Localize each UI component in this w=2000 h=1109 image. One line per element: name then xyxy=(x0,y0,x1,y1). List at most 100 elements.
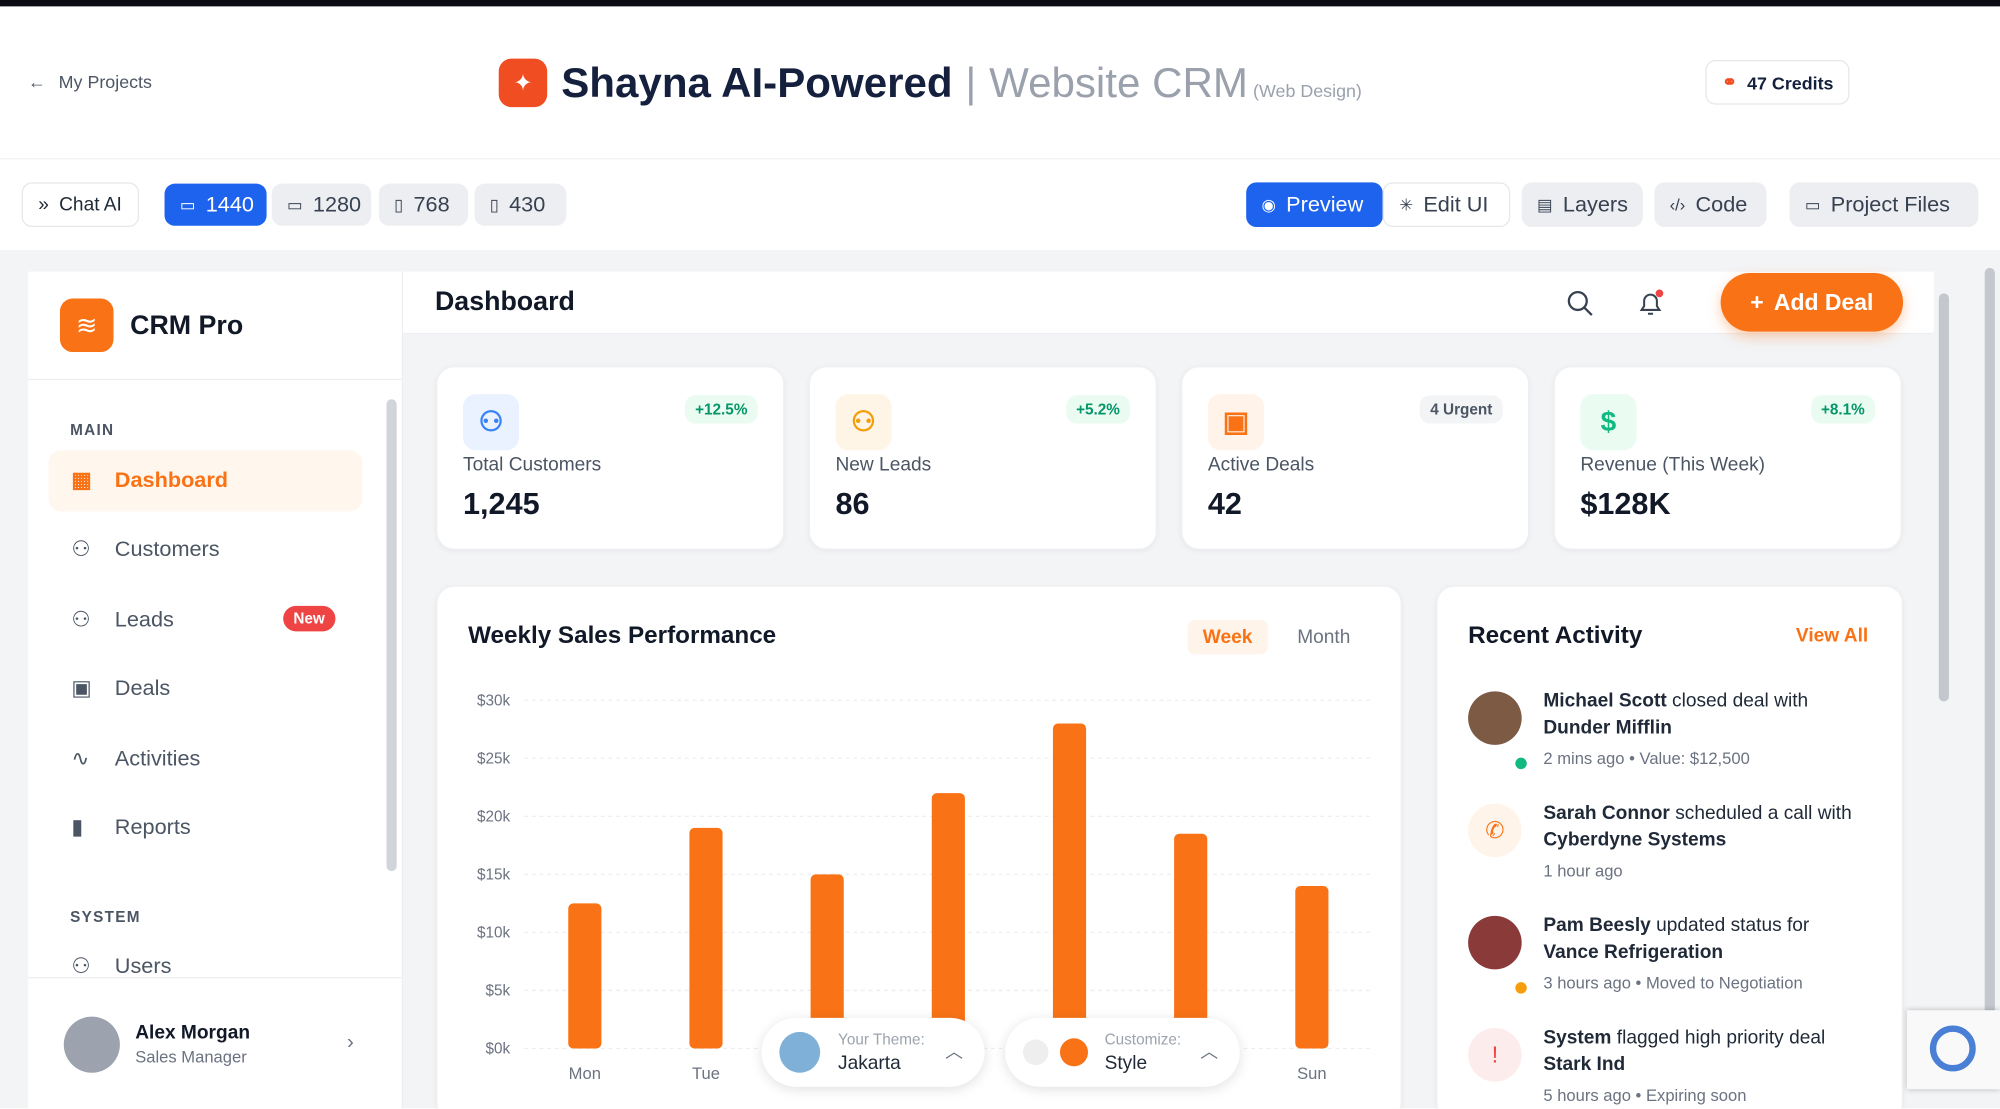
topbar xyxy=(403,271,1934,335)
activity-avatar xyxy=(1468,915,1522,970)
captcha-badge xyxy=(1906,1010,2000,1090)
bar xyxy=(1295,885,1329,1049)
toolbar-action[interactable]: ‹/› Code xyxy=(1654,182,1767,228)
nav-item[interactable]: ▣ Deals xyxy=(48,658,362,719)
nav-item[interactable]: ▦ Dashboard xyxy=(48,450,363,512)
status-dot xyxy=(1515,982,1527,994)
search-icon[interactable] xyxy=(1566,290,1594,318)
stat-card: ▣ 4 Urgent Active Deals 42 xyxy=(1181,366,1530,550)
nav-item[interactable]: ⚇ Customers xyxy=(48,519,362,580)
toolbar-action[interactable]: ▤ Layers xyxy=(1521,182,1643,228)
icon-shape xyxy=(1567,290,1588,312)
sidebar: ≋ CRM Pro Alex Morgan Sales Manager › MA… xyxy=(28,271,404,1109)
page-title: Dashboard xyxy=(434,286,575,317)
toolbar-action[interactable]: ✳ Edit UI xyxy=(1382,182,1511,228)
activity-target: Vance Refrigeration xyxy=(1543,941,1724,964)
stat-label: Total Customers xyxy=(463,454,602,476)
stat-icon: ▣ xyxy=(1207,394,1265,451)
icon-shape xyxy=(1583,306,1593,316)
action-icon: ▭ xyxy=(1804,194,1821,214)
viewport-button[interactable]: ▭ 1440 xyxy=(164,183,267,226)
section-title: SYSTEM xyxy=(70,908,141,927)
nav-text: Users xyxy=(114,954,172,979)
activity-action: updated status for xyxy=(1656,914,1810,937)
credits[interactable]: ⚭ 47 Credits xyxy=(1705,59,1851,105)
stat-label: Revenue (This Week) xyxy=(1580,454,1766,476)
customize-value: Style xyxy=(1104,1052,1148,1074)
nav-item[interactable]: ⚇ Leads New xyxy=(48,589,362,650)
stat-card: $ +8.1% Revenue (This Week) $128K xyxy=(1553,366,1902,550)
theme-widget[interactable]: Your Theme: Jakarta ︿ xyxy=(761,1017,985,1087)
stat-badge: +8.1% xyxy=(1810,395,1875,424)
user-role: Sales Manager xyxy=(135,1047,247,1067)
view-all-link[interactable]: View All xyxy=(1795,624,1869,647)
swatch xyxy=(1059,1038,1089,1067)
viewport-button[interactable]: ▭ 1280 xyxy=(271,183,372,226)
bar xyxy=(568,903,602,1049)
stat-label: New Leads xyxy=(835,454,932,476)
nav-item[interactable]: ⚇ Users xyxy=(48,936,362,997)
viewport-text: 768 xyxy=(413,191,450,217)
action-text: Code xyxy=(1695,191,1748,217)
nav-text: Dashboard xyxy=(114,468,229,493)
user-chevron[interactable]: › xyxy=(346,1031,354,1054)
scrollbar xyxy=(1984,267,1995,1085)
activity-actor: Pam Beesly xyxy=(1543,914,1651,937)
chart-title: Weekly Sales Performance xyxy=(468,622,777,650)
y-tick-label: $25k xyxy=(477,750,511,767)
status-dot xyxy=(1515,757,1527,770)
divider xyxy=(0,158,2000,160)
activity-meta: 3 hours ago • Moved to Negotiation xyxy=(1543,973,1803,993)
activity-action: scheduled a call with xyxy=(1675,802,1852,824)
action-text: Layers xyxy=(1562,191,1628,217)
stat-badge: +12.5% xyxy=(684,395,758,424)
notification-dot xyxy=(1655,289,1664,298)
activity-actor: Sarah Connor xyxy=(1543,802,1670,824)
header-title: Shayna AI-Powered xyxy=(561,58,953,106)
activity-text: Pam Beesly updated status for Vance Refr… xyxy=(1543,912,1862,996)
y-tick-label: $5k xyxy=(486,983,511,1000)
action-text: Edit UI xyxy=(1423,191,1489,217)
tab[interactable]: Week xyxy=(1187,619,1268,655)
viewport-button[interactable]: ▯ 430 xyxy=(474,183,567,226)
toolbar-action[interactable]: ▭ Project Files xyxy=(1789,182,1979,228)
activity-avatar: ✆ xyxy=(1468,803,1522,858)
new-badge: New xyxy=(283,605,336,632)
nav-text: Activities xyxy=(114,746,201,771)
activity-actor: System xyxy=(1543,1026,1612,1049)
toolbar-action[interactable]: ◉ Preview xyxy=(1246,182,1383,228)
action-text: Project Files xyxy=(1830,191,1951,217)
activity-avatar xyxy=(1468,691,1522,745)
activity-meta: 2 mins ago • Value: $12,500 xyxy=(1543,748,1750,768)
customize-widget[interactable]: Customize: Style ︿ xyxy=(1005,1017,1240,1087)
theme-value: Jakarta xyxy=(838,1052,901,1074)
nav-icon: ∿ xyxy=(71,746,90,771)
scrollbar xyxy=(1938,293,1949,702)
y-tick-label: $0k xyxy=(486,1041,511,1058)
nav-icon: ▮ xyxy=(71,815,84,840)
nav-text: Deals xyxy=(114,676,171,701)
bar xyxy=(1174,833,1208,1049)
bell-icon[interactable] xyxy=(1635,288,1666,319)
nav-item[interactable]: ∿ Activities xyxy=(48,728,362,789)
device-icon: ▭ xyxy=(286,194,303,214)
viewport-button[interactable]: ▯ 768 xyxy=(378,183,469,226)
back-link[interactable]: ← My Projects xyxy=(28,71,152,91)
divider xyxy=(28,378,402,381)
chat-ai-button[interactable]: » Chat AI xyxy=(21,182,139,228)
nav-item[interactable]: ▮ Reports xyxy=(48,797,362,858)
chat-icon: » xyxy=(38,193,49,216)
credits-icon: ⚭ xyxy=(1721,71,1737,92)
tab[interactable]: Month xyxy=(1297,626,1351,648)
stat-badge: 4 Urgent xyxy=(1420,395,1503,424)
header-separator: | xyxy=(965,58,977,106)
swatch xyxy=(1022,1039,1049,1066)
activity-action: closed deal with xyxy=(1672,690,1809,712)
bar xyxy=(931,793,965,1049)
action-text: Preview xyxy=(1286,191,1364,217)
nav-icon: ▣ xyxy=(71,676,92,701)
back-text: My Projects xyxy=(58,71,152,92)
y-tick-label: $20k xyxy=(477,808,511,825)
add-deal-button[interactable]: + Add Deal xyxy=(1720,272,1904,332)
